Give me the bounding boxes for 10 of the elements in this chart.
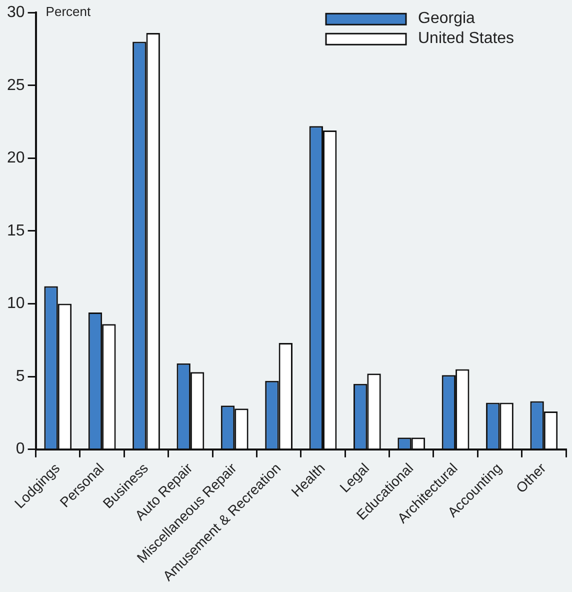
y-tick-label: 20 bbox=[7, 150, 25, 167]
y-tick-label: 25 bbox=[7, 76, 25, 94]
y-tick-label: 10 bbox=[7, 295, 25, 312]
y-tick-label: 15 bbox=[7, 222, 25, 240]
y-axis-title: Percent bbox=[46, 4, 91, 20]
legend-label: United States bbox=[418, 30, 514, 48]
legend-label: Georgia bbox=[418, 10, 476, 28]
y-tick-label: 5 bbox=[16, 368, 25, 385]
y-tick-label: 30 bbox=[7, 4, 25, 22]
y-tick-label: 0 bbox=[16, 440, 25, 458]
